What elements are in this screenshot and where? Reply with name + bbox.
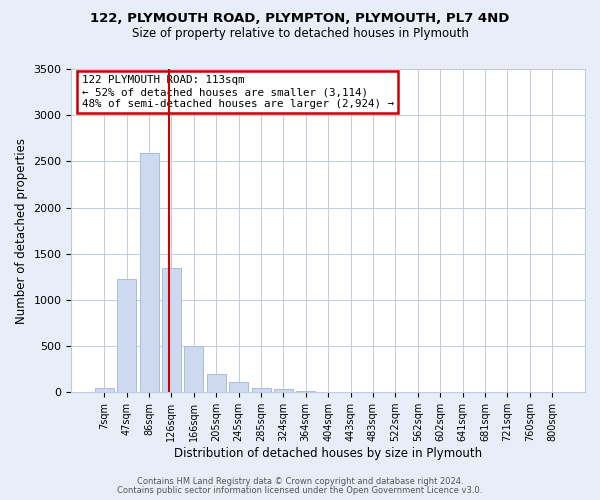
Text: Size of property relative to detached houses in Plymouth: Size of property relative to detached ho… (131, 28, 469, 40)
Text: 122 PLYMOUTH ROAD: 113sqm
← 52% of detached houses are smaller (3,114)
48% of se: 122 PLYMOUTH ROAD: 113sqm ← 52% of detac… (82, 76, 394, 108)
Text: Contains HM Land Registry data © Crown copyright and database right 2024.: Contains HM Land Registry data © Crown c… (137, 477, 463, 486)
Text: Contains public sector information licensed under the Open Government Licence v3: Contains public sector information licen… (118, 486, 482, 495)
Bar (162, 268, 181, 392)
Bar (184, 346, 203, 392)
Bar (140, 153, 158, 392)
Bar (117, 278, 136, 392)
Bar (229, 382, 248, 392)
Bar (95, 388, 114, 392)
Text: 122, PLYMOUTH ROAD, PLYMPTON, PLYMOUTH, PL7 4ND: 122, PLYMOUTH ROAD, PLYMPTON, PLYMOUTH, … (91, 12, 509, 26)
Y-axis label: Number of detached properties: Number of detached properties (15, 138, 28, 324)
Bar (207, 374, 226, 392)
Bar (251, 388, 271, 392)
X-axis label: Distribution of detached houses by size in Plymouth: Distribution of detached houses by size … (174, 447, 482, 460)
Bar (274, 390, 293, 392)
